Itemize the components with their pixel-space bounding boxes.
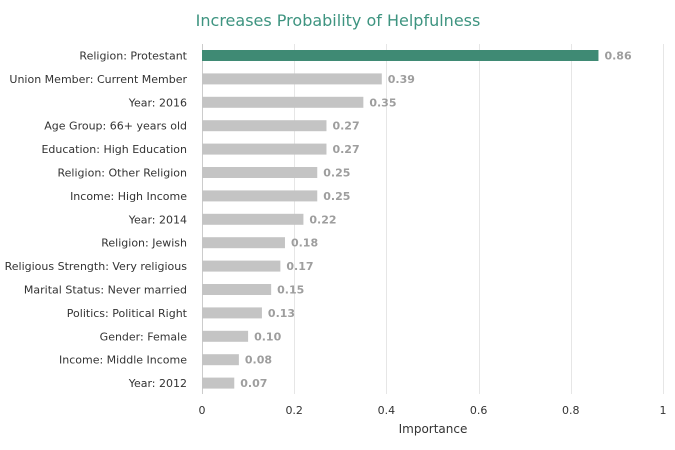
bar [202, 377, 235, 389]
data-label: 0.39 [388, 73, 415, 86]
category-labels: Religion: Protestant Union Member: Curren… [5, 50, 188, 391]
bar [202, 260, 281, 272]
category-label: Religion: Other Religion [58, 167, 187, 180]
data-label: 0.35 [369, 96, 396, 109]
data-label: 0.07 [240, 377, 267, 390]
bars [202, 50, 599, 389]
x-tick-label: 0.6 [470, 404, 488, 417]
bar [202, 354, 239, 366]
chart-title: Increases Probability of Helpfulness [196, 11, 481, 30]
category-label: Marital Status: Never married [24, 284, 187, 297]
data-label: 0.10 [254, 330, 281, 343]
x-tick-label: 0.4 [378, 404, 396, 417]
data-label: 0.13 [268, 307, 295, 320]
data-label: 0.08 [245, 354, 272, 367]
category-label: Politics: Political Right [67, 307, 188, 320]
data-label: 0.25 [323, 190, 350, 203]
data-label: 0.17 [286, 260, 313, 273]
bar [202, 73, 382, 85]
bar [202, 143, 327, 155]
bar [202, 190, 318, 202]
category-label: Union Member: Current Member [9, 73, 187, 86]
bar [202, 213, 304, 225]
x-axis-ticks: 0 0.2 0.4 0.6 0.8 1 [199, 404, 667, 417]
x-tick-label: 1 [660, 404, 667, 417]
x-tick-label: 0 [199, 404, 206, 417]
data-label: 0.18 [291, 237, 318, 250]
category-label: Education: High Education [41, 143, 187, 156]
category-label: Gender: Female [100, 330, 188, 343]
category-label: Year: 2012 [128, 377, 187, 390]
category-label: Year: 2014 [128, 213, 187, 226]
bar [202, 307, 262, 319]
value-labels: 0.86 0.39 0.35 0.27 0.27 0.25 0.25 0.22 0.18 0.17… [240, 50, 632, 391]
category-label: Year: 2016 [128, 96, 187, 109]
bar [202, 330, 249, 342]
data-label: 0.27 [332, 120, 359, 133]
category-label: Religion: Protestant [79, 50, 187, 63]
data-label: 0.22 [309, 213, 336, 226]
category-label: Religious Strength: Very religious [5, 260, 188, 273]
bar [202, 237, 285, 249]
category-label: Income: Middle Income [59, 354, 187, 367]
bar [202, 50, 599, 61]
data-label: 0.15 [277, 284, 304, 297]
x-axis-title: Importance [399, 422, 468, 436]
data-label: 0.25 [323, 167, 350, 180]
data-label: 0.27 [332, 143, 359, 156]
category-label: Income: High Income [70, 190, 187, 203]
bar [202, 167, 318, 178]
x-tick-label: 0.2 [285, 404, 303, 417]
bar [202, 284, 272, 295]
category-label: Age Group: 66+ years old [44, 120, 187, 133]
data-label: 0.86 [604, 50, 631, 63]
x-tick-label: 0.8 [562, 404, 580, 417]
bar [202, 120, 327, 132]
bar [202, 96, 364, 108]
category-label: Religion: Jewish [101, 237, 187, 250]
